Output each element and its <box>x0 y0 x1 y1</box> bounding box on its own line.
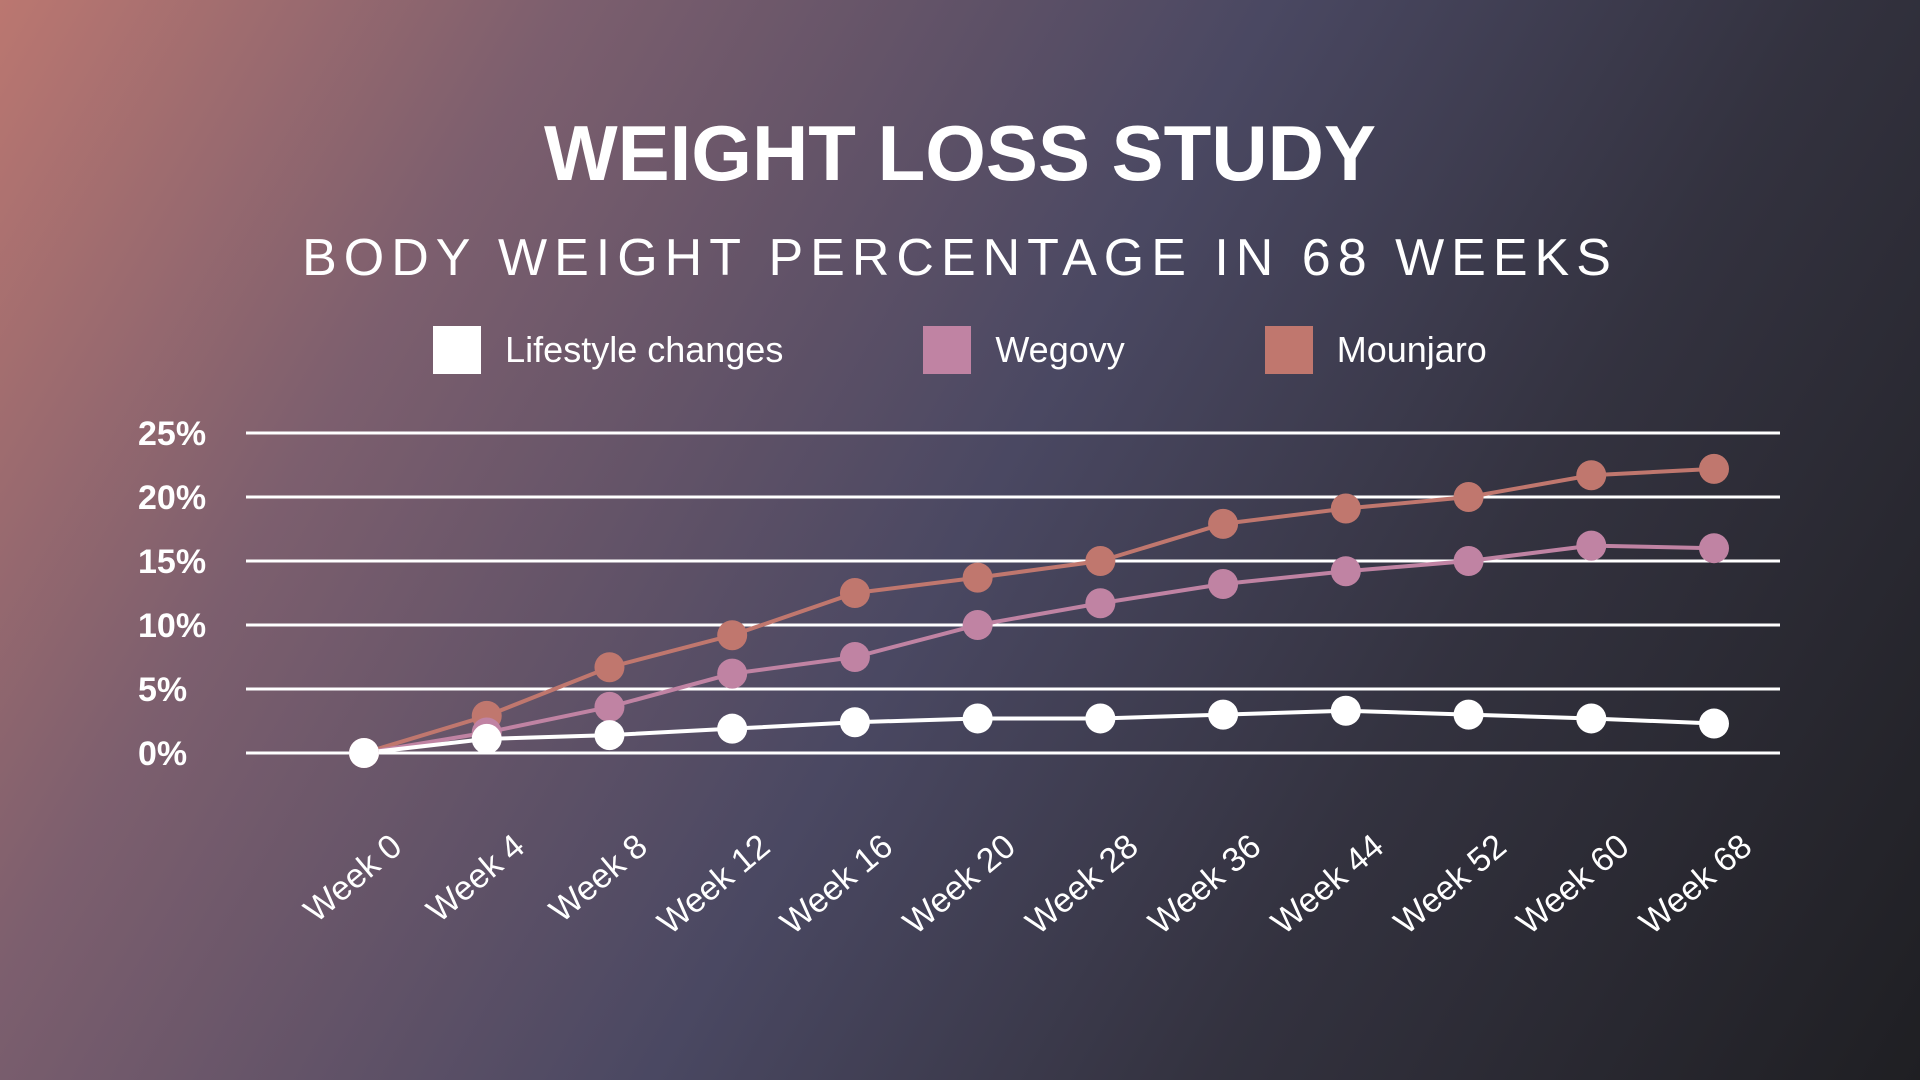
series-line <box>363 708 1715 755</box>
data-point <box>1453 699 1484 730</box>
legend-label: Wegovy <box>995 329 1125 370</box>
data-point <box>1453 482 1484 512</box>
data-point <box>1576 460 1607 491</box>
data-point <box>839 642 870 672</box>
y-tick-label: 20% <box>138 479 206 517</box>
legend-item-wegovy: Wegovy <box>923 326 1125 374</box>
chart-subtitle: BODY WEIGHT PERCENTAGE IN 68 WEEKS <box>302 229 1618 287</box>
series-line <box>363 466 1715 755</box>
x-tick-label: Week 16 <box>773 827 900 942</box>
x-tick-label: Week 52 <box>1387 827 1514 942</box>
legend-label: Mounjaro <box>1336 329 1487 370</box>
data-point <box>839 578 870 608</box>
data-point <box>1330 493 1361 524</box>
data-point <box>717 713 748 744</box>
data-point <box>839 707 870 738</box>
data-point <box>962 562 993 593</box>
data-point <box>594 720 625 751</box>
data-point <box>717 620 748 651</box>
series-line <box>363 543 1715 755</box>
data-point <box>1208 569 1239 600</box>
data-point <box>1576 530 1607 561</box>
x-tick-label: Week 68 <box>1632 827 1759 942</box>
data-point <box>1085 588 1116 619</box>
data-point <box>1085 546 1116 576</box>
x-tick-label: Week 8 <box>542 827 654 930</box>
data-point <box>1330 695 1361 726</box>
x-tick-label: Week 44 <box>1264 827 1391 942</box>
data-point <box>962 610 993 640</box>
y-tick-label: 15% <box>138 543 206 581</box>
data-point <box>1699 453 1729 484</box>
legend: Lifestyle changes Wegovy Mounjaro <box>0 326 1920 374</box>
x-tick-label: Week 12 <box>651 827 778 942</box>
x-tick-label: Week 36 <box>1141 827 1268 942</box>
legend-swatch <box>433 326 482 374</box>
data-point <box>471 723 502 754</box>
chart-title: WEIGHT LOSS STUDY <box>543 109 1377 197</box>
x-tick-label: Week 28 <box>1019 827 1146 942</box>
data-point <box>1453 546 1484 576</box>
data-point <box>1208 508 1239 539</box>
legend-swatch <box>1264 326 1313 374</box>
legend-item-mounjaro: Mounjaro <box>1264 326 1487 374</box>
data-point <box>1699 533 1729 564</box>
legend-label: Lifestyle changes <box>505 329 784 370</box>
data-point <box>717 658 748 689</box>
y-tick-label: 25% <box>138 415 206 453</box>
y-tick-label: 0% <box>138 735 187 773</box>
data-point <box>1085 703 1116 734</box>
y-tick-label: 5% <box>138 671 187 709</box>
data-point <box>349 738 379 768</box>
data-point <box>1699 708 1729 739</box>
legend-item-lifestyle: Lifestyle changes <box>433 326 783 374</box>
x-tick-label: Week 0 <box>297 827 409 930</box>
data-point <box>1330 556 1361 587</box>
data-point <box>594 652 625 683</box>
legend-swatch <box>923 326 972 374</box>
data-point <box>594 691 625 722</box>
x-tick-label: Week 60 <box>1510 827 1637 942</box>
y-tick-label: 10% <box>138 607 206 645</box>
data-point <box>1208 699 1239 730</box>
x-tick-label: Week 4 <box>420 827 532 930</box>
x-tick-label: Week 20 <box>896 827 1023 942</box>
data-point <box>1576 703 1607 734</box>
data-point <box>962 703 993 734</box>
